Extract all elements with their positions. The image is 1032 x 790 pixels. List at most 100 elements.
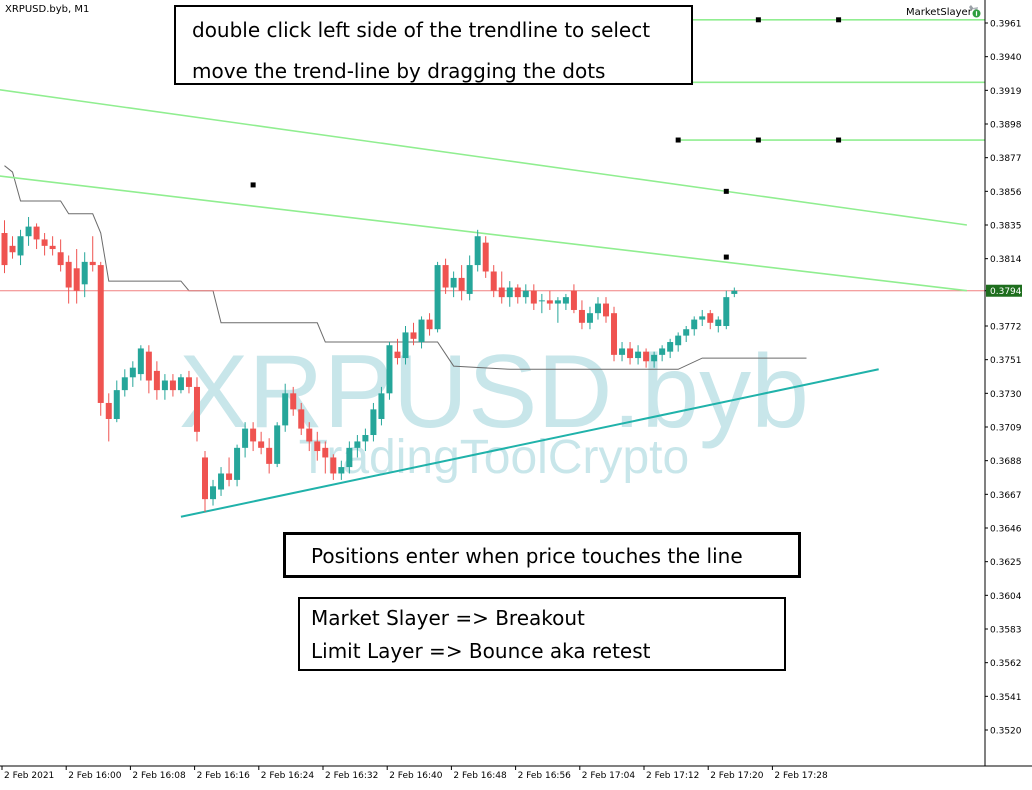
candlesticks [1,216,738,512]
candle [73,249,80,304]
candle [562,293,569,310]
candle-body [619,348,626,355]
candle [121,369,128,397]
candle-body [81,261,88,285]
candle [81,252,88,298]
candle-body [226,473,233,480]
candle-body [97,265,104,403]
trendline-anchor-dot [723,188,729,194]
support-trendline [180,368,879,518]
price-tick-label: 0.3604 [990,592,1022,602]
candle-body [522,290,529,298]
candle [314,431,321,461]
candle [570,284,577,314]
candle [218,467,225,496]
candle-body [426,319,433,330]
candle [386,342,393,400]
candle-body [450,277,457,288]
trendlines[interactable] [0,17,985,518]
price-tick-label: 0.3856 [990,188,1022,198]
time-tick-label: 2 Feb 2021 [4,771,54,781]
candle-body [169,380,176,391]
candle-body [546,300,553,304]
price-tick-label: 0.3751 [990,356,1022,366]
candle [675,332,682,352]
time-tick-label: 2 Feb 16:00 [68,771,122,781]
time-tick-label: 2 Feb 16:48 [453,771,507,781]
candle-body [1,233,8,266]
candle [346,441,353,474]
candle-body [715,319,722,326]
candle-body [338,467,345,474]
price-tick-label: 0.3961 [990,20,1022,30]
candle [250,422,257,452]
sloped-trendline [0,175,967,292]
candle-body [153,370,160,391]
candle-body [442,265,449,288]
candle-body [402,332,409,359]
candle [169,374,176,397]
candle [586,306,593,330]
candle [522,284,529,304]
candle [354,435,361,458]
time-tick-label: 2 Feb 16:24 [261,771,315,781]
candle [282,383,289,432]
candle [458,265,465,301]
candle-body [594,303,601,314]
candle-body [49,245,56,250]
ea-name-label: MarketSlayer [906,7,972,18]
candle [498,271,505,304]
trendline-anchor-dot [836,137,842,143]
candle-body [282,393,289,426]
entry-note-box: Positions enter when price touches the l… [283,532,801,578]
candle [338,460,345,480]
candle-body [643,351,650,362]
candle-body [530,290,537,304]
candle [105,393,112,442]
candle [538,293,545,314]
trendline-anchor-dot [755,17,761,23]
candle [226,457,233,487]
expert-advisor-icon[interactable] [967,4,981,18]
instruction-line: double click left side of the trendline … [192,18,651,42]
candle-body [458,277,465,291]
candle-body [129,367,136,378]
candle [691,316,698,336]
candle [193,377,200,442]
candle [129,361,136,387]
candle-body [538,300,545,302]
symbol-label: XRPUSD.byb, M1 [5,4,90,15]
candle [330,454,337,480]
candle-body [314,441,321,452]
candle-body [691,319,698,330]
price-tick-label: 0.3625 [990,558,1022,568]
sloped-trendline [0,89,968,226]
strategy-line: Market Slayer => Breakout [311,606,585,630]
candle-body [627,348,634,359]
candle-body [586,313,593,323]
candle-body [25,226,32,237]
candle-body [651,354,658,362]
instruction-line: move the trend-line by dragging the dots [192,59,606,83]
candle-body [482,242,489,272]
current-price-label-bg [986,284,1022,297]
strategy-note-box: Market Slayer => Breakout Limit Layer =>… [298,597,786,671]
price-tick-label: 0.3835 [990,222,1022,232]
candle-body [145,351,152,381]
candle [57,239,64,272]
candle-body [185,377,192,387]
candle [298,402,305,436]
candle [554,297,561,323]
candle [202,451,208,512]
trendline-anchor-dot [755,137,761,143]
candle [185,370,192,394]
candle [322,441,329,474]
candle-body [418,319,425,343]
candle-body [554,300,561,304]
candle [113,380,120,423]
candle-body [474,236,481,266]
candle [402,326,409,365]
